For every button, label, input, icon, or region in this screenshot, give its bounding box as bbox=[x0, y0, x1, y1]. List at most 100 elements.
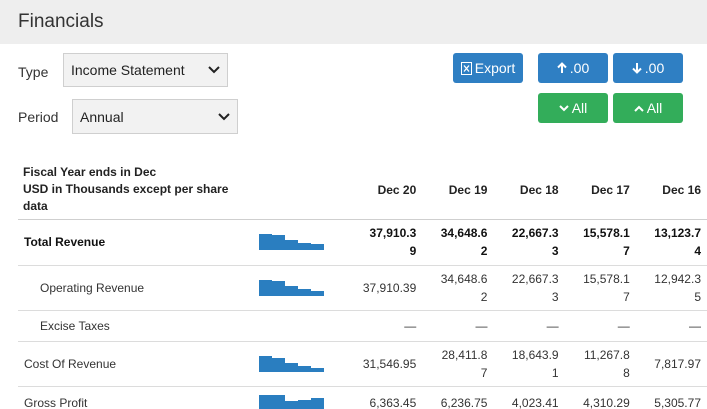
sparkline-bar bbox=[285, 362, 298, 372]
export-button[interactable]: Export bbox=[453, 53, 523, 83]
cell-text-line: 34,648.6 bbox=[440, 271, 488, 286]
cell-text-line: 37,910.3 bbox=[369, 226, 417, 240]
sparkline-bar bbox=[285, 400, 298, 409]
cell-text-line: 7 bbox=[623, 289, 630, 304]
cell-value: — bbox=[422, 310, 494, 342]
cell-value: — bbox=[493, 310, 565, 342]
sparkline-bar bbox=[311, 367, 324, 372]
sparkline-bar bbox=[272, 357, 285, 372]
type-select-value: Income Statement bbox=[71, 62, 185, 78]
cell-text-line: 6,363.45 bbox=[369, 395, 417, 409]
sparkline-bar bbox=[298, 365, 311, 372]
decrease-decimals-button[interactable]: .00 bbox=[613, 53, 683, 83]
cell-value: 7,817.97 bbox=[635, 341, 707, 387]
cell-text-line: 18,643.9 bbox=[511, 347, 559, 362]
collapse-all-button[interactable]: All bbox=[613, 93, 683, 123]
cell-value: 15,578.1 7 bbox=[564, 219, 636, 266]
cell-text-line: 11,267.8 bbox=[583, 347, 630, 362]
cell-text-line: 7,817.97 bbox=[654, 356, 701, 371]
collapse-all-label: All bbox=[646, 100, 663, 116]
cell-text-line: 7 bbox=[480, 365, 488, 380]
cell-text-line: 1 bbox=[551, 365, 559, 380]
row-label: Excise Taxes bbox=[18, 310, 253, 342]
decrease-decimals-label: .00 bbox=[644, 60, 665, 76]
cell-text-line: 3 bbox=[551, 244, 559, 258]
cell-text-line: 4,310.29 bbox=[583, 395, 630, 409]
table-row: Operating Revenue 37,910.39 34,648.6 2 22,66… bbox=[18, 265, 707, 311]
table-body: Total Revenue 37,910.3 9 34,648.6 2 22,667.3 3… bbox=[18, 219, 707, 409]
cell-value: 13,123.7 4 bbox=[635, 219, 707, 266]
type-label: Type bbox=[18, 64, 49, 80]
cell-text-line: 6,236.75 bbox=[440, 395, 488, 409]
table-row: Total Revenue 37,910.3 9 34,648.6 2 22,667.3 3… bbox=[18, 219, 707, 266]
expand-all-button[interactable]: All bbox=[538, 93, 608, 123]
sparkline-bar bbox=[259, 355, 272, 372]
column-header: Dec 20 bbox=[343, 161, 423, 220]
cell-text-line: 28,411.8 bbox=[441, 347, 488, 362]
cell-text-line: 22,667.3 bbox=[511, 271, 559, 286]
sparkline-bar bbox=[259, 279, 272, 296]
cell-text-line: 7 bbox=[623, 244, 630, 258]
period-select[interactable]: Annual bbox=[72, 99, 238, 134]
table-header-description: Fiscal Year ends in Dec USD in Thousands… bbox=[18, 161, 253, 220]
column-header: Dec 17 bbox=[564, 161, 636, 220]
cell-text-line: 8 bbox=[623, 365, 630, 380]
cell-value: 37,910.39 bbox=[343, 265, 423, 311]
cell-value: 11,267.8 8 bbox=[564, 341, 636, 387]
sparkline-bar bbox=[272, 235, 285, 250]
expand-all-label: All bbox=[571, 100, 588, 116]
sparkline-bar bbox=[285, 240, 298, 250]
increase-decimals-label: .00 bbox=[569, 60, 590, 76]
cell-value: 15,578.1 7 bbox=[564, 265, 636, 311]
cell-value: 4,310.29 bbox=[564, 386, 636, 409]
cell-value: 5,305.77 bbox=[635, 386, 707, 409]
chevron-down-icon bbox=[218, 112, 230, 120]
cell-text-line: 2 bbox=[480, 289, 488, 304]
cell-value: — bbox=[635, 310, 707, 342]
cell-text-line: 12,942.3 bbox=[654, 271, 701, 286]
cell-text-line: 4,023.41 bbox=[511, 395, 559, 409]
cell-value: 28,411.8 7 bbox=[422, 341, 494, 387]
cell-text-line: 31,546.95 bbox=[362, 356, 417, 371]
sparkline bbox=[253, 310, 343, 342]
cell-text-line: — bbox=[617, 318, 630, 333]
sparkline-bar bbox=[298, 243, 311, 250]
table-row: Cost Of Revenue 31,546.95 28,411.8 7 18,643.… bbox=[18, 341, 707, 387]
cell-text-line: 3 bbox=[551, 289, 559, 304]
sparkline-bar bbox=[272, 280, 285, 296]
sparkline-bar bbox=[298, 288, 311, 296]
table-row: Gross Profit 6,363.45 6,236.75 4,023.41 4,31… bbox=[18, 386, 707, 409]
page-header: Financials bbox=[0, 0, 707, 44]
cell-text-line: — bbox=[689, 318, 701, 333]
row-label: Operating Revenue bbox=[18, 265, 253, 311]
cell-value: 18,643.9 1 bbox=[493, 341, 565, 387]
cell-text-line: 9 bbox=[409, 244, 417, 258]
row-label: Cost Of Revenue bbox=[18, 341, 253, 387]
cell-text-line: 22,667.3 bbox=[511, 226, 559, 240]
sparkline-bar bbox=[311, 244, 324, 250]
sparkline-column-header bbox=[253, 161, 343, 220]
sparkline bbox=[253, 386, 343, 409]
cell-text-line: — bbox=[475, 318, 488, 333]
chevron-down-icon bbox=[559, 104, 569, 111]
increase-decimals-button[interactable]: .00 bbox=[538, 53, 608, 83]
column-header: Dec 18 bbox=[493, 161, 565, 220]
cell-text-line: 13,123.7 bbox=[654, 226, 701, 240]
table-row: Excise Taxes — — — — — bbox=[18, 310, 707, 342]
arrow-down-icon bbox=[632, 63, 642, 74]
sparkline bbox=[253, 265, 343, 311]
type-select[interactable]: Income Statement bbox=[63, 53, 228, 87]
cell-text-line: 15,578.1 bbox=[583, 271, 630, 286]
cell-value: 6,363.45 bbox=[343, 386, 423, 409]
header-line: data bbox=[23, 199, 48, 214]
cell-text-line: 2 bbox=[480, 244, 488, 258]
header-line: Fiscal Year ends in Dec bbox=[23, 165, 157, 180]
cell-text-line: 34,648.6 bbox=[440, 226, 488, 240]
cell-text-line: — bbox=[404, 318, 417, 333]
row-label: Total Revenue bbox=[18, 219, 253, 266]
cell-text-line: 5,305.77 bbox=[654, 395, 701, 409]
cell-text-line: 15,578.1 bbox=[583, 226, 630, 240]
column-header: Dec 16 bbox=[635, 161, 707, 220]
financials-table: Fiscal Year ends in Dec USD in Thousands… bbox=[18, 161, 707, 409]
cell-value: 22,667.3 3 bbox=[493, 219, 565, 266]
